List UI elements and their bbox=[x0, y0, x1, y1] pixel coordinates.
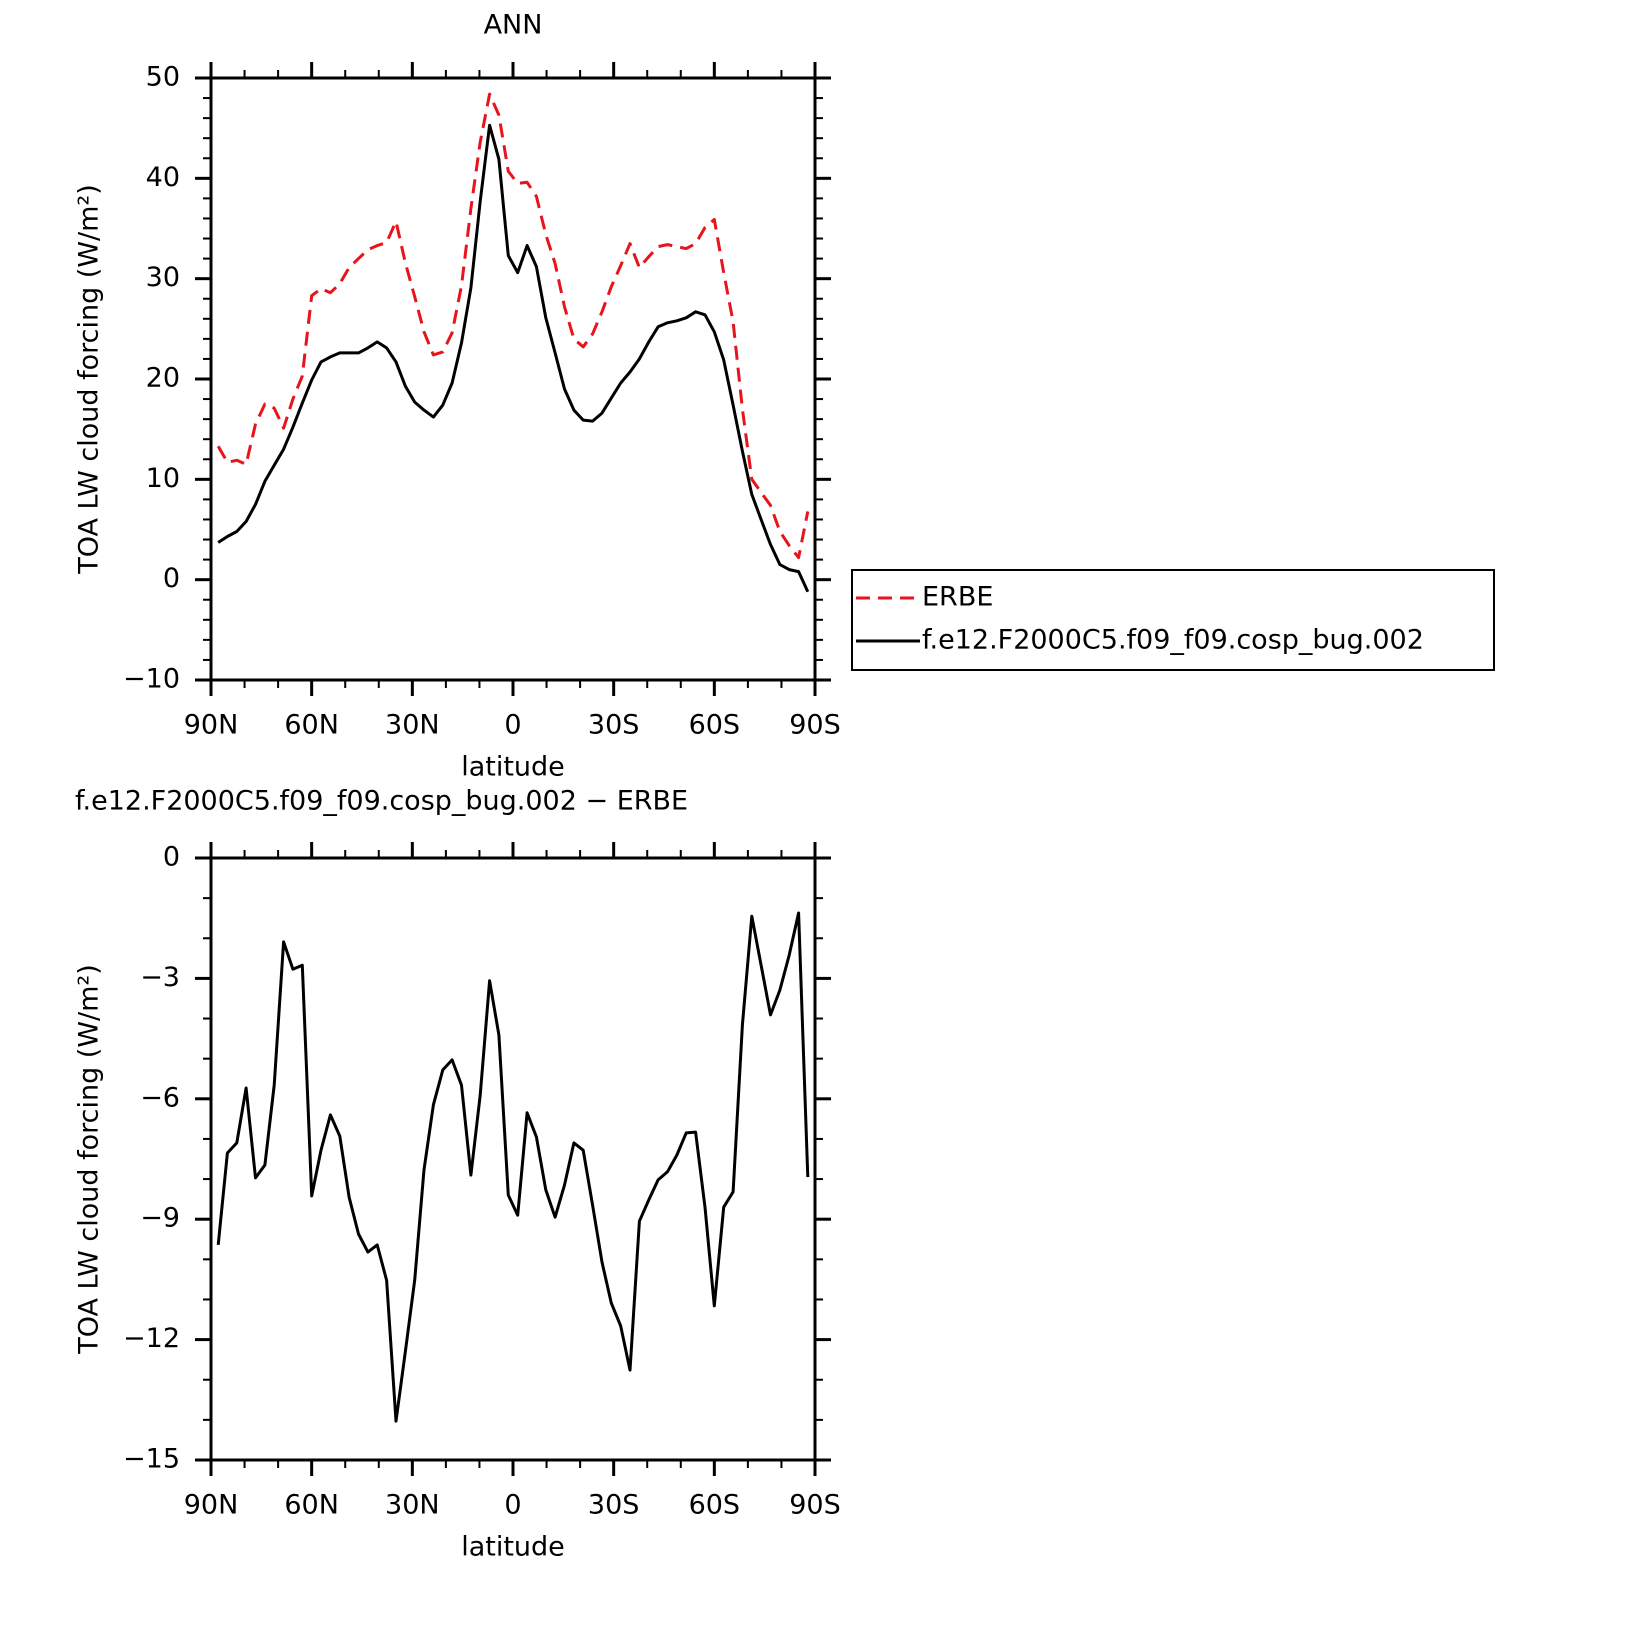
x-tick-label: 60N bbox=[284, 710, 339, 741]
x-tick-label: 90S bbox=[789, 1490, 841, 1521]
y-axis-label: TOA LW cloud forcing (W/m²) bbox=[74, 964, 105, 1355]
x-tick-label: 30N bbox=[385, 710, 440, 741]
data-line bbox=[217, 123, 810, 593]
x-tick-label: 30S bbox=[588, 710, 640, 741]
x-tick-label: 30S bbox=[588, 1490, 640, 1521]
y-axis-label: TOA LW cloud forcing (W/m²) bbox=[74, 184, 105, 575]
y-tick-label: 30 bbox=[146, 262, 180, 293]
data-line bbox=[216, 92, 810, 560]
x-tick-label: 90N bbox=[184, 710, 239, 741]
y-tick-label: −12 bbox=[123, 1323, 180, 1354]
legend-label: f.e12.F2000C5.f09_f09.cosp_bug.002 bbox=[922, 625, 1424, 656]
x-tick-label: 0 bbox=[504, 710, 521, 741]
x-tick-label: 90S bbox=[789, 710, 841, 741]
chart-title: ANN bbox=[484, 10, 543, 41]
y-tick-label: −6 bbox=[140, 1082, 180, 1113]
y-tick-label: 0 bbox=[163, 842, 180, 873]
x-tick-label: 30N bbox=[385, 1490, 440, 1521]
chart-title: f.e12.F2000C5.f09_f09.cosp_bug.002 − ERB… bbox=[75, 786, 688, 817]
y-tick-label: −3 bbox=[140, 962, 180, 993]
y-tick-label: 50 bbox=[146, 62, 180, 93]
y-tick-label: −10 bbox=[123, 664, 180, 695]
x-axis-label: latitude bbox=[461, 1532, 565, 1563]
plot-frame bbox=[209, 856, 817, 1462]
y-tick-label: 10 bbox=[146, 463, 180, 494]
x-tick-label: 60S bbox=[689, 710, 741, 741]
legend-box bbox=[851, 569, 1495, 671]
y-tick-label: −15 bbox=[123, 1444, 180, 1475]
y-tick-label: 20 bbox=[146, 363, 180, 394]
x-tick-label: 90N bbox=[184, 1490, 239, 1521]
x-axis-label: latitude bbox=[461, 752, 565, 783]
y-tick-label: 40 bbox=[146, 162, 180, 193]
x-tick-label: 60S bbox=[689, 1490, 741, 1521]
data-line bbox=[216, 911, 810, 1423]
x-tick-label: 60N bbox=[284, 1490, 339, 1521]
x-tick-label: 0 bbox=[504, 1490, 521, 1521]
y-tick-label: −9 bbox=[140, 1203, 180, 1234]
y-tick-label: 0 bbox=[163, 563, 180, 594]
legend-label: ERBE bbox=[922, 582, 993, 613]
